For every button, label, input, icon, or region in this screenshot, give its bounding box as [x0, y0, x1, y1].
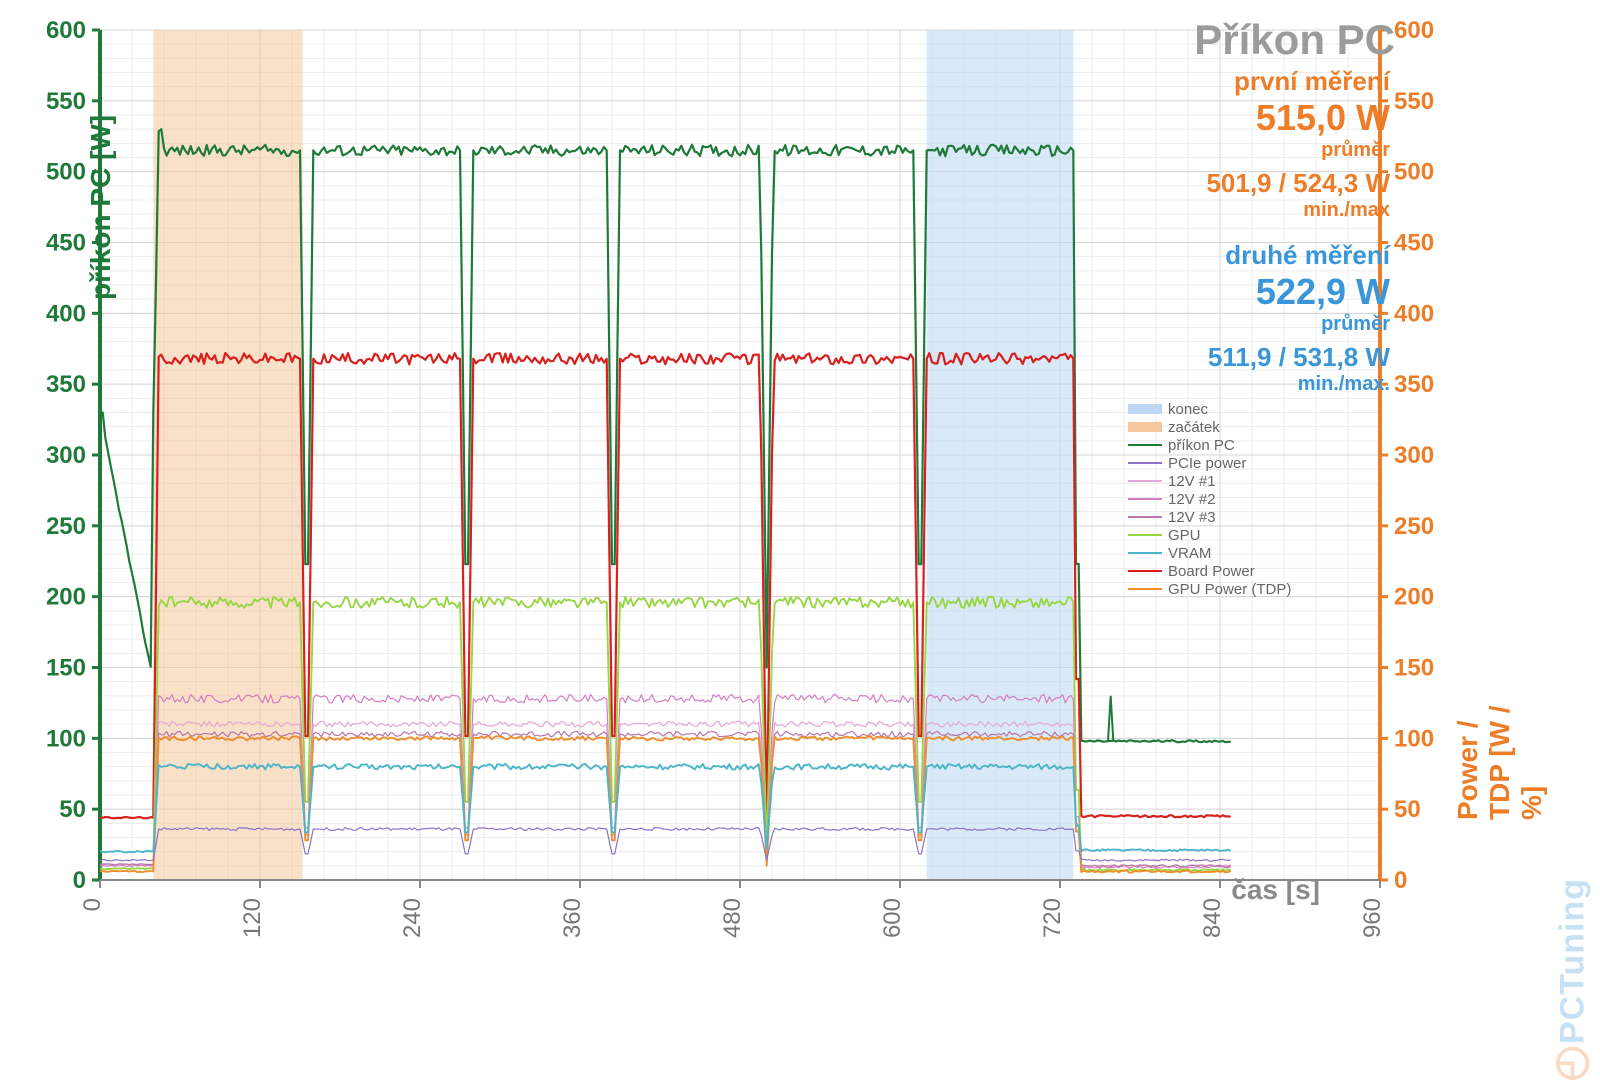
svg-text:240: 240: [399, 898, 426, 938]
legend-item: 12V #3: [1128, 508, 1291, 526]
svg-text:400: 400: [46, 300, 86, 327]
watermark: ◴PCTuning: [1545, 878, 1594, 1082]
legend-label: GPU: [1168, 527, 1201, 544]
legend-swatch: [1128, 534, 1162, 536]
svg-text:720: 720: [1039, 898, 1066, 938]
legend-item: GPU: [1128, 526, 1291, 544]
legend-swatch: [1128, 516, 1162, 518]
svg-text:450: 450: [1394, 230, 1434, 257]
svg-text:120: 120: [239, 898, 266, 938]
svg-text:500: 500: [1394, 159, 1434, 186]
svg-text:360: 360: [559, 898, 586, 938]
legend-label: 12V #2: [1168, 491, 1216, 508]
svg-text:50: 50: [59, 796, 86, 823]
annot2-avg: průměr: [1208, 313, 1390, 336]
legend: koneczačátekpříkon PCPCIe power12V #112V…: [1128, 400, 1291, 598]
legend-label: konec: [1168, 401, 1208, 418]
legend-item: GPU Power (TDP): [1128, 580, 1291, 598]
annot1-value: 515,0 W: [1206, 97, 1390, 139]
svg-text:250: 250: [1394, 513, 1434, 540]
svg-text:600: 600: [1394, 17, 1434, 44]
legend-item: 12V #2: [1128, 490, 1291, 508]
annot2-value: 522,9 W: [1208, 271, 1390, 313]
svg-text:550: 550: [1394, 88, 1434, 115]
annot1-header: první měření: [1206, 66, 1390, 97]
svg-text:450: 450: [46, 230, 86, 257]
legend-item: Board Power: [1128, 562, 1291, 580]
chart-title: Příkon PC: [1194, 16, 1395, 64]
legend-swatch: [1128, 498, 1162, 500]
annotation-second: druhé měření 522,9 W průměr 511,9 / 531,…: [1208, 240, 1390, 396]
legend-swatch: [1128, 480, 1162, 482]
legend-label: PCIe power: [1168, 455, 1246, 472]
svg-text:960: 960: [1359, 898, 1386, 938]
x-axis-label: čas [s]: [1231, 874, 1320, 906]
legend-item: příkon PC: [1128, 436, 1291, 454]
svg-text:50: 50: [1394, 796, 1421, 823]
legend-item: PCIe power: [1128, 454, 1291, 472]
annot1-minmax: 501,9 / 524,3 W: [1206, 168, 1390, 199]
legend-item: VRAM: [1128, 544, 1291, 562]
legend-swatch: [1128, 404, 1162, 414]
svg-text:0: 0: [79, 898, 106, 911]
y-axis-right-label: Power / TDP [W / %]: [1452, 672, 1548, 820]
legend-swatch: [1128, 422, 1162, 432]
legend-swatch: [1128, 462, 1162, 464]
svg-text:0: 0: [73, 867, 86, 894]
legend-swatch: [1128, 444, 1162, 446]
svg-text:480: 480: [719, 898, 746, 938]
legend-item: konec: [1128, 400, 1291, 418]
legend-label: 12V #3: [1168, 509, 1216, 526]
legend-label: 12V #1: [1168, 473, 1216, 490]
legend-item: 12V #1: [1128, 472, 1291, 490]
annot2-mmlab: min./max.: [1208, 373, 1390, 396]
legend-swatch: [1128, 552, 1162, 554]
annot2-minmax: 511,9 / 531,8 W: [1208, 342, 1390, 373]
legend-label: VRAM: [1168, 545, 1211, 562]
svg-text:100: 100: [1394, 725, 1434, 752]
svg-text:300: 300: [1394, 442, 1434, 469]
svg-text:150: 150: [1394, 655, 1434, 682]
svg-text:350: 350: [46, 371, 86, 398]
svg-text:100: 100: [46, 725, 86, 752]
svg-text:0: 0: [1394, 867, 1407, 894]
svg-text:600: 600: [46, 17, 86, 44]
legend-label: začátek: [1168, 419, 1220, 436]
svg-text:300: 300: [46, 442, 86, 469]
annotation-first: první měření 515,0 W průměr 501,9 / 524,…: [1206, 66, 1390, 222]
annot2-header: druhé měření: [1208, 240, 1390, 271]
svg-text:500: 500: [46, 159, 86, 186]
legend-label: GPU Power (TDP): [1168, 581, 1291, 598]
annot1-mmlab: min./max: [1206, 199, 1390, 222]
annot1-avg: průměr: [1206, 139, 1390, 162]
svg-text:150: 150: [46, 655, 86, 682]
legend-item: začátek: [1128, 418, 1291, 436]
chart-container: 0 0 50 50 100 100 150 150 200 200 250 250 300 300 350 3…: [0, 0, 1600, 1008]
svg-text:840: 840: [1199, 898, 1226, 938]
legend-swatch: [1128, 570, 1162, 572]
svg-text:350: 350: [1394, 371, 1434, 398]
y-axis-left-label: příkon PC [W]: [85, 115, 117, 300]
svg-text:250: 250: [46, 513, 86, 540]
legend-label: Board Power: [1168, 563, 1255, 580]
svg-text:600: 600: [879, 898, 906, 938]
svg-text:200: 200: [1394, 584, 1434, 611]
legend-swatch: [1128, 588, 1162, 590]
legend-label: příkon PC: [1168, 437, 1235, 454]
svg-text:400: 400: [1394, 300, 1434, 327]
svg-text:550: 550: [46, 88, 86, 115]
svg-text:200: 200: [46, 584, 86, 611]
